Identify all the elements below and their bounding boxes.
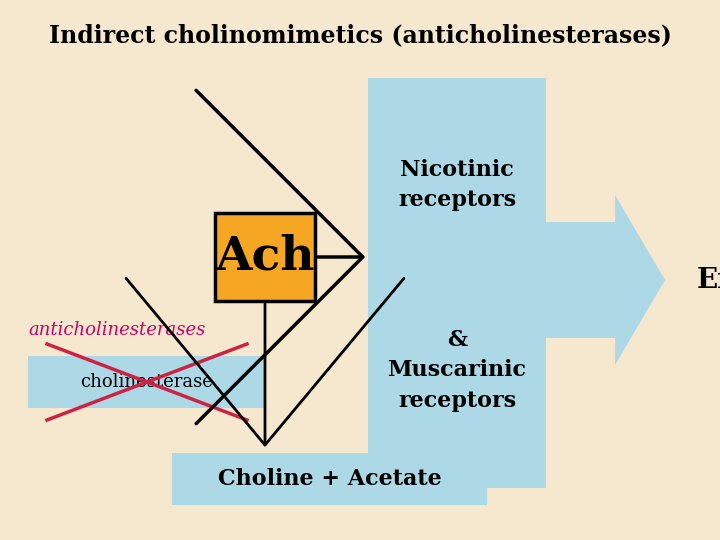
Text: Effects: Effects bbox=[697, 267, 720, 294]
Text: &
Muscarinic
receptors: & Muscarinic receptors bbox=[387, 328, 526, 411]
FancyBboxPatch shape bbox=[172, 453, 487, 505]
Text: Indirect cholinomimetics (anticholinesterases): Indirect cholinomimetics (anticholineste… bbox=[48, 23, 672, 47]
Text: Ach: Ach bbox=[215, 234, 315, 280]
FancyBboxPatch shape bbox=[215, 213, 315, 301]
Text: Choline + Acetate: Choline + Acetate bbox=[218, 468, 442, 490]
Polygon shape bbox=[546, 195, 665, 365]
Text: cholinesterase: cholinesterase bbox=[81, 373, 213, 391]
FancyBboxPatch shape bbox=[368, 78, 546, 488]
FancyBboxPatch shape bbox=[28, 356, 266, 408]
Text: anticholinesterases: anticholinesterases bbox=[28, 321, 205, 339]
Text: Nicotinic
receptors: Nicotinic receptors bbox=[398, 159, 516, 211]
